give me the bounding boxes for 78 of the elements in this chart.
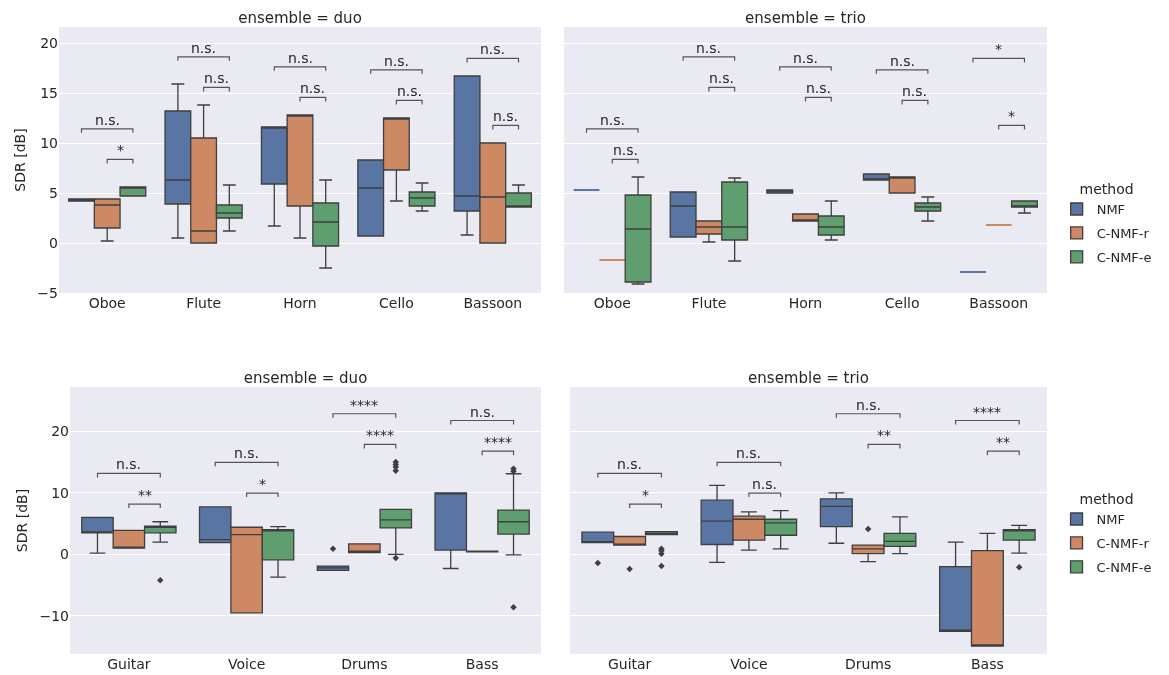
x-tick-label: Horn xyxy=(283,295,317,311)
legend-label: C-NMF-r xyxy=(1096,225,1150,241)
x-tick-label: Bassoon xyxy=(463,295,523,311)
annotation: n.s. xyxy=(493,108,519,124)
annotation: n.s. xyxy=(890,53,916,69)
annotation: * xyxy=(642,487,649,503)
annotation: ** xyxy=(877,427,891,443)
x-tick-label: Voice xyxy=(730,656,768,672)
annotation: n.s. xyxy=(191,40,217,56)
annotation: n.s. xyxy=(902,83,928,99)
annotation: n.s. xyxy=(752,476,778,492)
x-tick-label: Cello xyxy=(884,295,920,311)
y-tick-label: 0 xyxy=(60,546,69,563)
y-tick-label: 10 xyxy=(51,484,69,501)
x-tick-label: Guitar xyxy=(607,656,652,672)
annotation: n.s. xyxy=(600,112,626,128)
annotation: n.s. xyxy=(793,50,819,66)
y-tick-label: 20 xyxy=(40,34,58,51)
annotation: **** xyxy=(350,397,378,413)
x-tick-label: Flute xyxy=(186,295,222,311)
legend-label: C-NMF-r xyxy=(1096,535,1150,551)
chart-title: ensemble = duo xyxy=(243,369,368,387)
legend-title: method xyxy=(1079,181,1134,198)
x-tick-label: Guitar xyxy=(107,656,151,672)
x-tick-label: Voice xyxy=(228,656,266,672)
chart-title: ensemble = trio xyxy=(745,9,866,27)
legend-label: NMF xyxy=(1096,202,1126,218)
x-tick-label: Flute xyxy=(691,295,727,311)
chart-title: ensemble = trio xyxy=(748,369,869,387)
y-tick-label: −5 xyxy=(37,284,58,301)
x-tick-label: Bass xyxy=(970,656,1004,672)
y-axis-title: SDR [dB] xyxy=(14,488,31,553)
legend-label: C-NMF-e xyxy=(1096,559,1152,575)
x-tick-label: Drums xyxy=(341,656,388,672)
legend-label: C-NMF-e xyxy=(1096,249,1152,265)
y-tick-label: 15 xyxy=(40,84,58,101)
annotation: n.s. xyxy=(234,445,260,461)
chart-title: ensemble = duo xyxy=(238,9,362,27)
annotation: n.s. xyxy=(95,112,121,128)
y-tick-label: −10 xyxy=(39,607,69,624)
x-tick-label: Bass xyxy=(465,656,499,672)
x-tick-label: Cello xyxy=(379,295,414,311)
annotation: * xyxy=(995,41,1002,57)
annotation: ** xyxy=(138,487,152,503)
annotation: * xyxy=(259,476,266,492)
x-tick-label: Drums xyxy=(844,656,892,672)
y-tick-label: 20 xyxy=(51,423,69,440)
legend-label: NMF xyxy=(1096,512,1125,528)
annotation: * xyxy=(1008,108,1015,124)
annotation: n.s. xyxy=(696,40,722,56)
x-tick-label: Bassoon xyxy=(969,295,1029,311)
annotation: **** xyxy=(973,404,1001,420)
legend-title: method xyxy=(1079,491,1134,508)
annotation: n.s. xyxy=(617,456,643,472)
x-tick-label: Horn xyxy=(788,295,823,311)
annotation: n.s. xyxy=(384,53,410,69)
annotation: n.s. xyxy=(300,80,326,96)
x-tick-label: Oboe xyxy=(593,295,631,311)
annotation: **** xyxy=(366,427,394,443)
annotation: ** xyxy=(996,434,1010,450)
annotation: n.s. xyxy=(116,456,142,472)
annotation: * xyxy=(117,142,124,158)
y-tick-label: 0 xyxy=(49,234,58,251)
annotation: n.s. xyxy=(736,445,762,461)
annotation: n.s. xyxy=(806,80,832,96)
annotation: n.s. xyxy=(204,70,230,86)
annotation: n.s. xyxy=(613,142,639,158)
annotation: n.s. xyxy=(480,41,506,57)
x-tick-label: Oboe xyxy=(88,295,126,311)
annotation: n.s. xyxy=(288,50,314,66)
y-axis-title: SDR [dB] xyxy=(11,128,28,192)
y-tick-label: 5 xyxy=(49,184,58,201)
annotation: **** xyxy=(484,434,512,450)
annotation: n.s. xyxy=(397,83,423,99)
annotation: n.s. xyxy=(856,397,882,413)
annotation: n.s. xyxy=(470,404,496,420)
y-tick-label: 10 xyxy=(40,134,58,151)
annotation: n.s. xyxy=(709,70,735,86)
